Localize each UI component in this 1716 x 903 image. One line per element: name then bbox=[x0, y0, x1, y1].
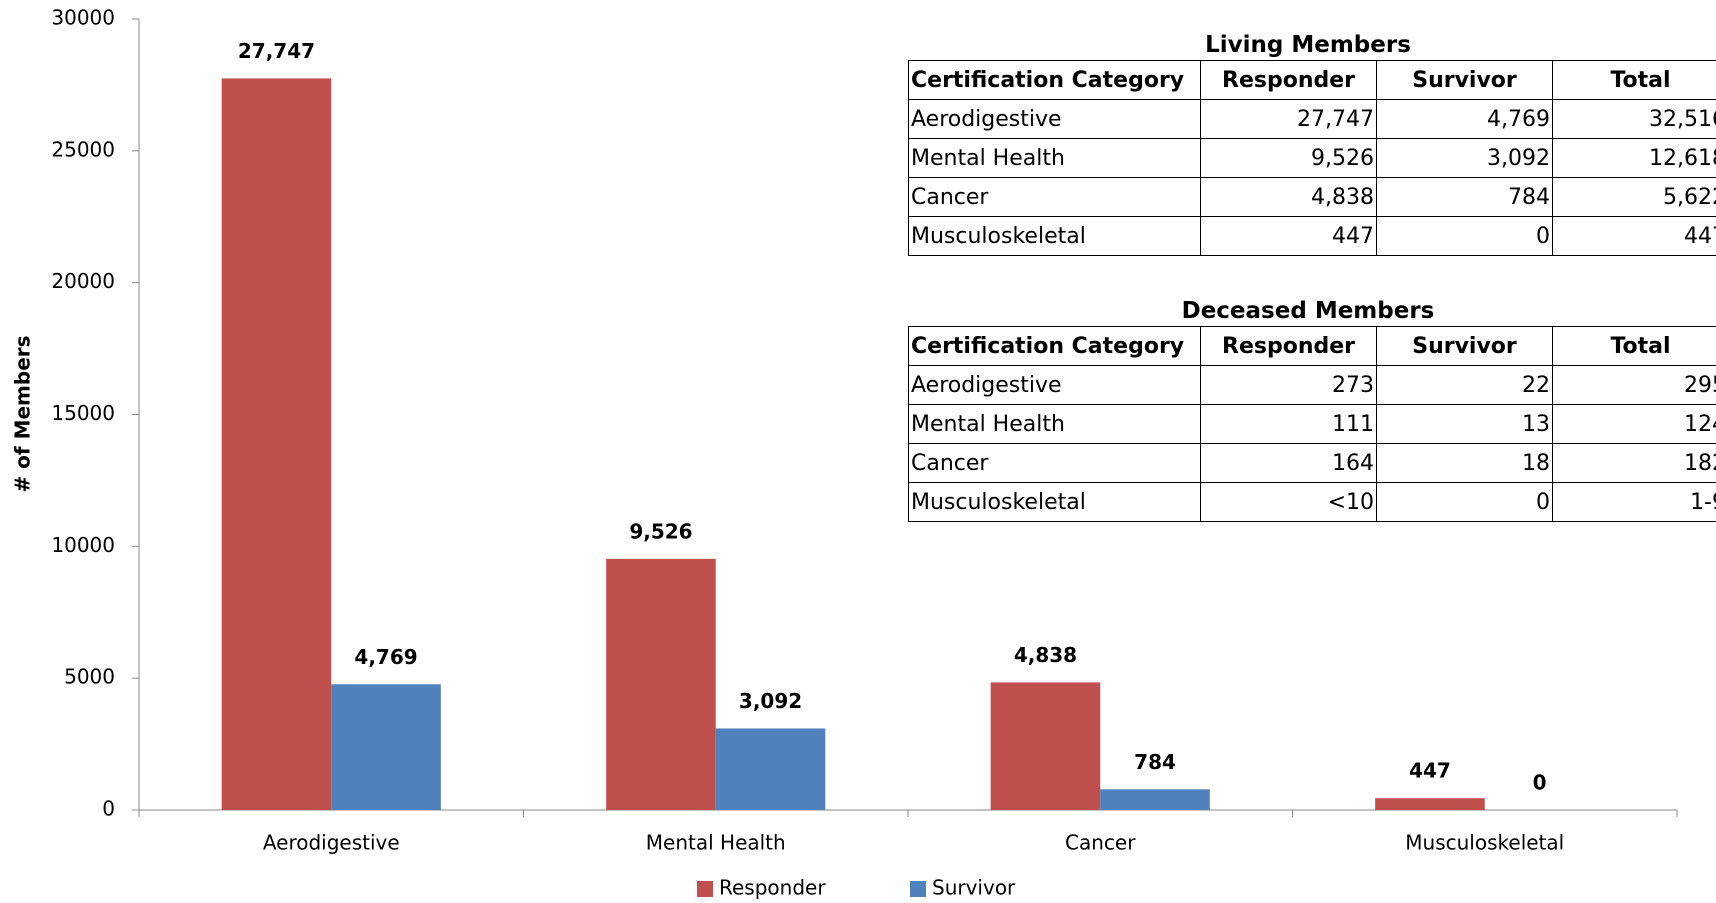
table-cell: Aerodigestive bbox=[908, 99, 1201, 139]
table-cell: 273 bbox=[1200, 365, 1377, 405]
table-cell: Total bbox=[1552, 326, 1716, 366]
data-label: 3,092 bbox=[739, 689, 802, 713]
table-cell: 0 bbox=[1376, 216, 1553, 256]
table-cell: Cancer bbox=[908, 443, 1201, 483]
table-cell: 0 bbox=[1376, 482, 1553, 522]
table-cell: Mental Health bbox=[908, 404, 1201, 444]
table-cell: 447 bbox=[1200, 216, 1377, 256]
data-label: 447 bbox=[1409, 759, 1451, 783]
y-tick-label: 20000 bbox=[51, 269, 115, 293]
table-cell: 784 bbox=[1376, 177, 1553, 217]
table-cell: Certification Category bbox=[908, 326, 1201, 366]
table-cell: 22 bbox=[1376, 365, 1553, 405]
data-label: 27,747 bbox=[238, 39, 315, 63]
data-table: Deceased Members Certification Category Re… bbox=[908, 296, 1716, 522]
table-title: Living Members bbox=[1205, 32, 1411, 58]
x-tick-label: Musculoskeletal bbox=[1405, 831, 1564, 855]
table-cell: Cancer bbox=[908, 177, 1201, 217]
x-tick-label: Cancer bbox=[1065, 831, 1136, 855]
table: Certification Category Responder Survivor T… bbox=[908, 326, 1716, 522]
table-cell: Responder bbox=[1200, 60, 1377, 100]
table-cell: 3,092 bbox=[1376, 138, 1553, 178]
y-tick-label: 5000 bbox=[64, 665, 115, 689]
table-cell: 4,769 bbox=[1376, 99, 1553, 139]
table-cell: 447 bbox=[1552, 216, 1716, 256]
bar bbox=[606, 558, 716, 810]
legend-swatch bbox=[910, 881, 926, 897]
y-tick-label: 30000 bbox=[51, 6, 115, 30]
legend-swatch bbox=[697, 881, 713, 897]
bar bbox=[715, 728, 826, 810]
table-row: Certification Category Responder Survivor T… bbox=[908, 326, 1716, 366]
table-cell: Total bbox=[1552, 60, 1716, 100]
y-axis-title: # of Members bbox=[11, 335, 35, 492]
table-row: Musculoskeletal4470447 bbox=[908, 216, 1716, 256]
data-label: 0 bbox=[1533, 771, 1547, 795]
table-cell: 27,747 bbox=[1200, 99, 1377, 139]
table-cell: Aerodigestive bbox=[908, 365, 1201, 405]
x-tick-label: Mental Health bbox=[646, 831, 786, 855]
data-label: 4,769 bbox=[354, 645, 417, 669]
table-cell: 5,622 bbox=[1552, 177, 1716, 217]
legend-label: Responder bbox=[719, 876, 826, 900]
y-tick-label: 10000 bbox=[51, 533, 115, 557]
table-cell: 295 bbox=[1552, 365, 1716, 405]
table-cell: 32,516 bbox=[1552, 99, 1716, 139]
table-cell: <10 bbox=[1200, 482, 1377, 522]
table-cell: 111 bbox=[1200, 404, 1377, 444]
bar bbox=[221, 78, 332, 810]
bar bbox=[1100, 789, 1210, 810]
legend-label: Survivor bbox=[932, 876, 1016, 900]
table-cell: Survivor bbox=[1376, 326, 1553, 366]
y-tick-label: 25000 bbox=[51, 137, 115, 161]
data-label: 4,838 bbox=[1014, 643, 1077, 667]
table-cell: Musculoskeletal bbox=[908, 216, 1201, 256]
table-cell: Musculoskeletal bbox=[908, 482, 1201, 522]
table-cell: 13 bbox=[1376, 404, 1553, 444]
bar bbox=[331, 684, 441, 810]
table-cell: Survivor bbox=[1376, 60, 1553, 100]
table-cell: 124 bbox=[1552, 404, 1716, 444]
table-cell: Certification Category bbox=[908, 60, 1201, 100]
table-cell: Mental Health bbox=[908, 138, 1201, 178]
table-title: Deceased Members bbox=[1181, 298, 1435, 324]
bar bbox=[990, 682, 1101, 810]
data-label: 784 bbox=[1134, 750, 1176, 774]
table-row: Mental Health11113124 bbox=[908, 404, 1716, 444]
bar bbox=[1375, 798, 1485, 810]
data-table: Living Members Certification Category Resp… bbox=[908, 30, 1716, 256]
y-tick-label: 15000 bbox=[51, 401, 115, 425]
x-tick-label: Aerodigestive bbox=[263, 831, 400, 855]
table-row: Cancer16418182 bbox=[908, 443, 1716, 483]
y-tick-label: 0 bbox=[102, 797, 115, 821]
table-cell: 9,526 bbox=[1200, 138, 1377, 178]
data-label: 9,526 bbox=[629, 519, 692, 543]
table-row: Certification Category Responder Survivor T… bbox=[908, 60, 1716, 100]
table-cell: 1-9 bbox=[1552, 482, 1716, 522]
table-cell: 12,618 bbox=[1552, 138, 1716, 178]
table-cell: 182 bbox=[1552, 443, 1716, 483]
table-row: Aerodigestive27322295 bbox=[908, 365, 1716, 405]
table-cell: Responder bbox=[1200, 326, 1377, 366]
table-cell: 18 bbox=[1376, 443, 1553, 483]
table-cell: 164 bbox=[1200, 443, 1377, 483]
table-cell: 4,838 bbox=[1200, 177, 1377, 217]
table: Certification Category Responder Survivor T… bbox=[908, 60, 1716, 256]
